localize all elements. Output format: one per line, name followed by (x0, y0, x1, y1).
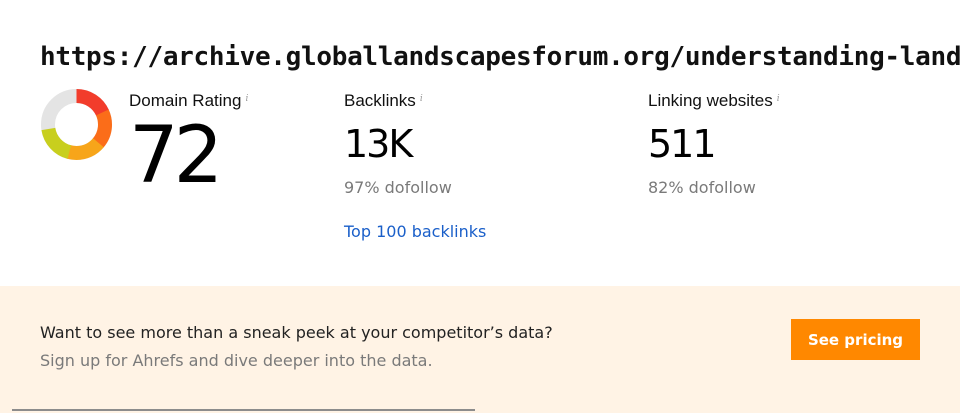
domain-rating-label: Domain Rating i (129, 90, 248, 112)
linking-websites-label: Linking websites i (648, 90, 780, 112)
gauge-segment (41, 89, 112, 160)
page-title: https://archive.globallandscapesforum.or… (40, 42, 960, 72)
domain-rating-gauge-icon (41, 89, 112, 160)
domain-rating-label-text: Domain Rating (129, 91, 242, 110)
scrollbar[interactable] (12, 409, 475, 411)
domain-rating-value: 72 (129, 111, 223, 201)
backlinks-label-text: Backlinks (344, 91, 416, 110)
gauge-segment (41, 89, 112, 160)
info-icon[interactable]: i (776, 94, 780, 104)
gauge-segment (41, 89, 112, 160)
info-icon[interactable]: i (419, 94, 423, 104)
promo-title: Want to see more than a sneak peek at yo… (40, 323, 553, 342)
top-backlinks-link[interactable]: Top 100 backlinks (344, 222, 487, 241)
info-icon[interactable]: i (245, 94, 249, 104)
linking-websites-dofollow: 82% dofollow (648, 178, 756, 197)
backlinks-dofollow: 97% dofollow (344, 178, 452, 197)
linking-websites-value: 511 (648, 122, 717, 166)
backlinks-value: 13K (344, 122, 413, 166)
see-pricing-button[interactable]: See pricing (791, 319, 920, 360)
linking-websites-label-text: Linking websites (648, 91, 773, 110)
promo-banner: Want to see more than a sneak peek at yo… (0, 286, 960, 413)
backlinks-label: Backlinks i (344, 90, 423, 112)
promo-subtitle: Sign up for Ahrefs and dive deeper into … (40, 351, 433, 370)
